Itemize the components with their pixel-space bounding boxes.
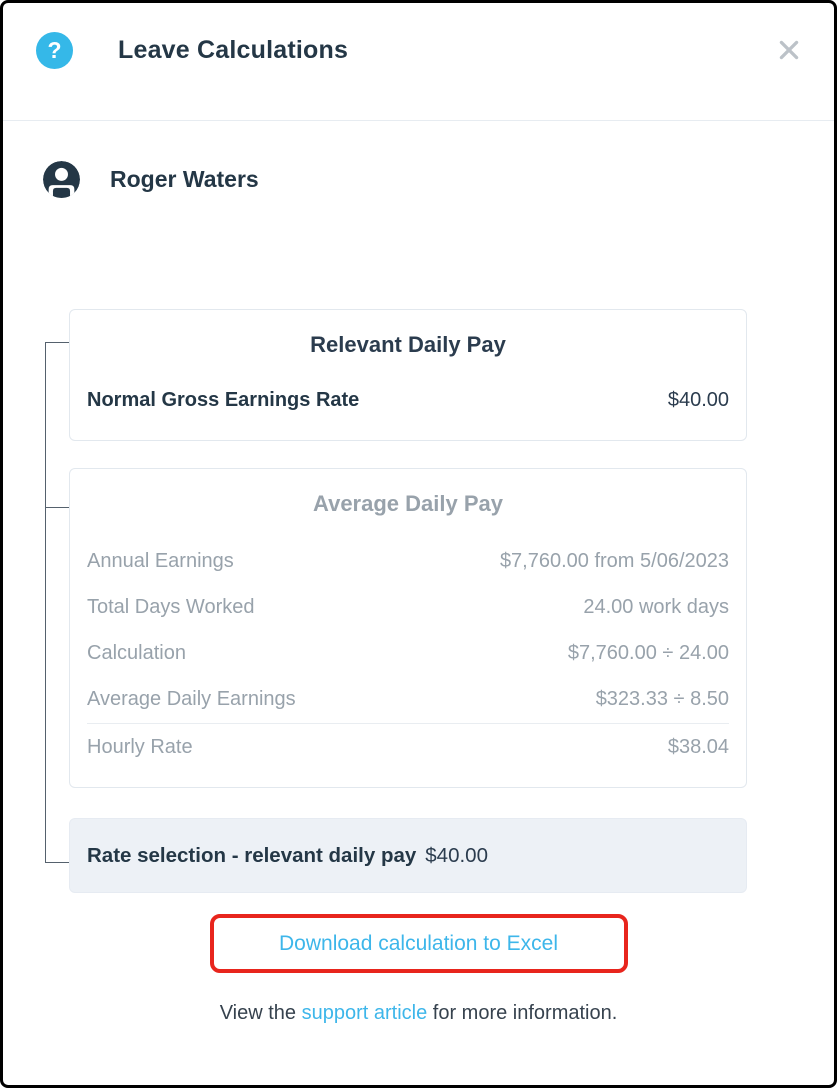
- modal-header: ? Leave Calculations: [3, 3, 834, 121]
- pay-row-value: $323.33 ÷ 8.50: [595, 688, 729, 710]
- pay-row-label: Hourly Rate: [87, 736, 193, 758]
- connector-stub-rate: [45, 862, 69, 863]
- pay-row: Hourly Rate $38.04: [87, 723, 729, 759]
- connector-stub-relevant: [45, 342, 69, 343]
- download-excel-link[interactable]: Download calculation to Excel: [279, 931, 558, 955]
- pay-row: Normal Gross Earnings Rate $40.00: [87, 389, 729, 412]
- pay-row: Calculation $7,760.00 ÷ 24.00: [87, 642, 729, 665]
- pay-row: Total Days Worked 24.00 work days: [87, 596, 729, 619]
- footer-note: View the support article for more inform…: [3, 1002, 834, 1025]
- pay-row-value: $7,760.00 ÷ 24.00: [567, 642, 729, 664]
- pay-row-label: Total Days Worked: [87, 596, 255, 618]
- relevant-daily-pay-title: Relevant Daily Pay: [310, 332, 506, 357]
- download-section: Download calculation to Excel: [3, 914, 834, 973]
- pay-row-value: $40.00: [667, 389, 729, 411]
- employee-name: Roger Waters: [110, 166, 259, 192]
- support-article-link[interactable]: support article: [301, 1002, 428, 1024]
- pay-row-value: $7,760.00 from 5/06/2023: [499, 550, 729, 572]
- pay-row: Annual Earnings $7,760.00 from 5/06/2023: [87, 550, 729, 573]
- footer-text-suffix: for more information.: [427, 1002, 618, 1024]
- rate-selection-label: Rate selection - relevant daily pay: [87, 843, 417, 867]
- average-daily-pay-card: Average Daily Pay Annual Earnings $7,760…: [69, 468, 747, 788]
- pay-row-label: Calculation: [87, 642, 186, 664]
- employee-row: Roger Waters: [43, 161, 834, 198]
- calculation-area: Relevant Daily Pay Normal Gross Earnings…: [45, 309, 747, 893]
- pay-row-value: $38.04: [667, 736, 729, 758]
- rate-selection-value: $40.00: [425, 843, 488, 867]
- red-highlight-annotation: Download calculation to Excel: [209, 914, 628, 973]
- pay-row: Average Daily Earnings $323.33 ÷ 8.50: [87, 688, 729, 711]
- connector-stub-average: [45, 507, 69, 508]
- average-daily-pay-title: Average Daily Pay: [313, 491, 503, 516]
- help-icon[interactable]: ?: [36, 32, 73, 69]
- pay-row-label: Normal Gross Earnings Rate: [87, 389, 360, 411]
- footer-text-prefix: View the: [219, 1002, 302, 1024]
- pay-row-label: Average Daily Earnings: [87, 688, 296, 710]
- connector-line-vertical: [45, 342, 46, 862]
- dialog-title: Leave Calculations: [118, 36, 349, 64]
- relevant-daily-pay-card: Relevant Daily Pay Normal Gross Earnings…: [69, 309, 747, 441]
- user-avatar-icon: [43, 161, 80, 198]
- rate-selection-banner: Rate selection - relevant daily pay $40.…: [69, 818, 747, 893]
- close-button[interactable]: [775, 36, 803, 64]
- pay-row-label: Annual Earnings: [87, 550, 234, 572]
- close-icon: [779, 40, 799, 60]
- pay-row-value: 24.00 work days: [583, 596, 729, 618]
